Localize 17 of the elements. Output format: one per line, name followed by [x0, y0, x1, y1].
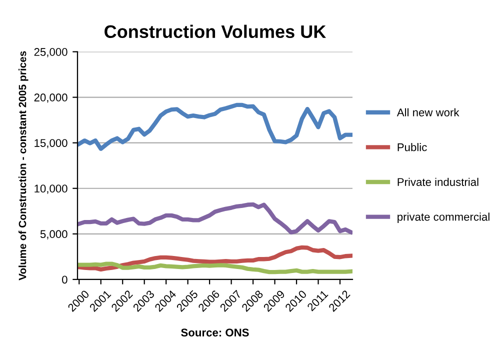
y-tick-label: 20,000 — [34, 94, 68, 103]
y-tick-label: 25,000 — [34, 48, 68, 58]
legend-label: Private industrial — [398, 178, 478, 186]
line-series — [78, 102, 352, 151]
y-tick-label: 15,000 — [34, 139, 68, 148]
source-note: Source: ONS — [181, 328, 249, 336]
y-tick-label: 5,000 — [40, 230, 68, 240]
legend-label: private commercial — [398, 212, 490, 223]
line-series — [78, 262, 352, 274]
y-tick-label: 0 — [62, 276, 68, 284]
line-series — [78, 245, 352, 272]
line-series — [78, 202, 352, 235]
legend-label: All new work — [396, 108, 460, 116]
y-axis-title: Volume of Construction - constant 2005 prices — [18, 51, 28, 280]
y-tick-label: 10,000 — [34, 184, 68, 194]
chart-title: Construction Volumes UK — [104, 24, 326, 38]
legend-label: Public — [398, 143, 427, 152]
